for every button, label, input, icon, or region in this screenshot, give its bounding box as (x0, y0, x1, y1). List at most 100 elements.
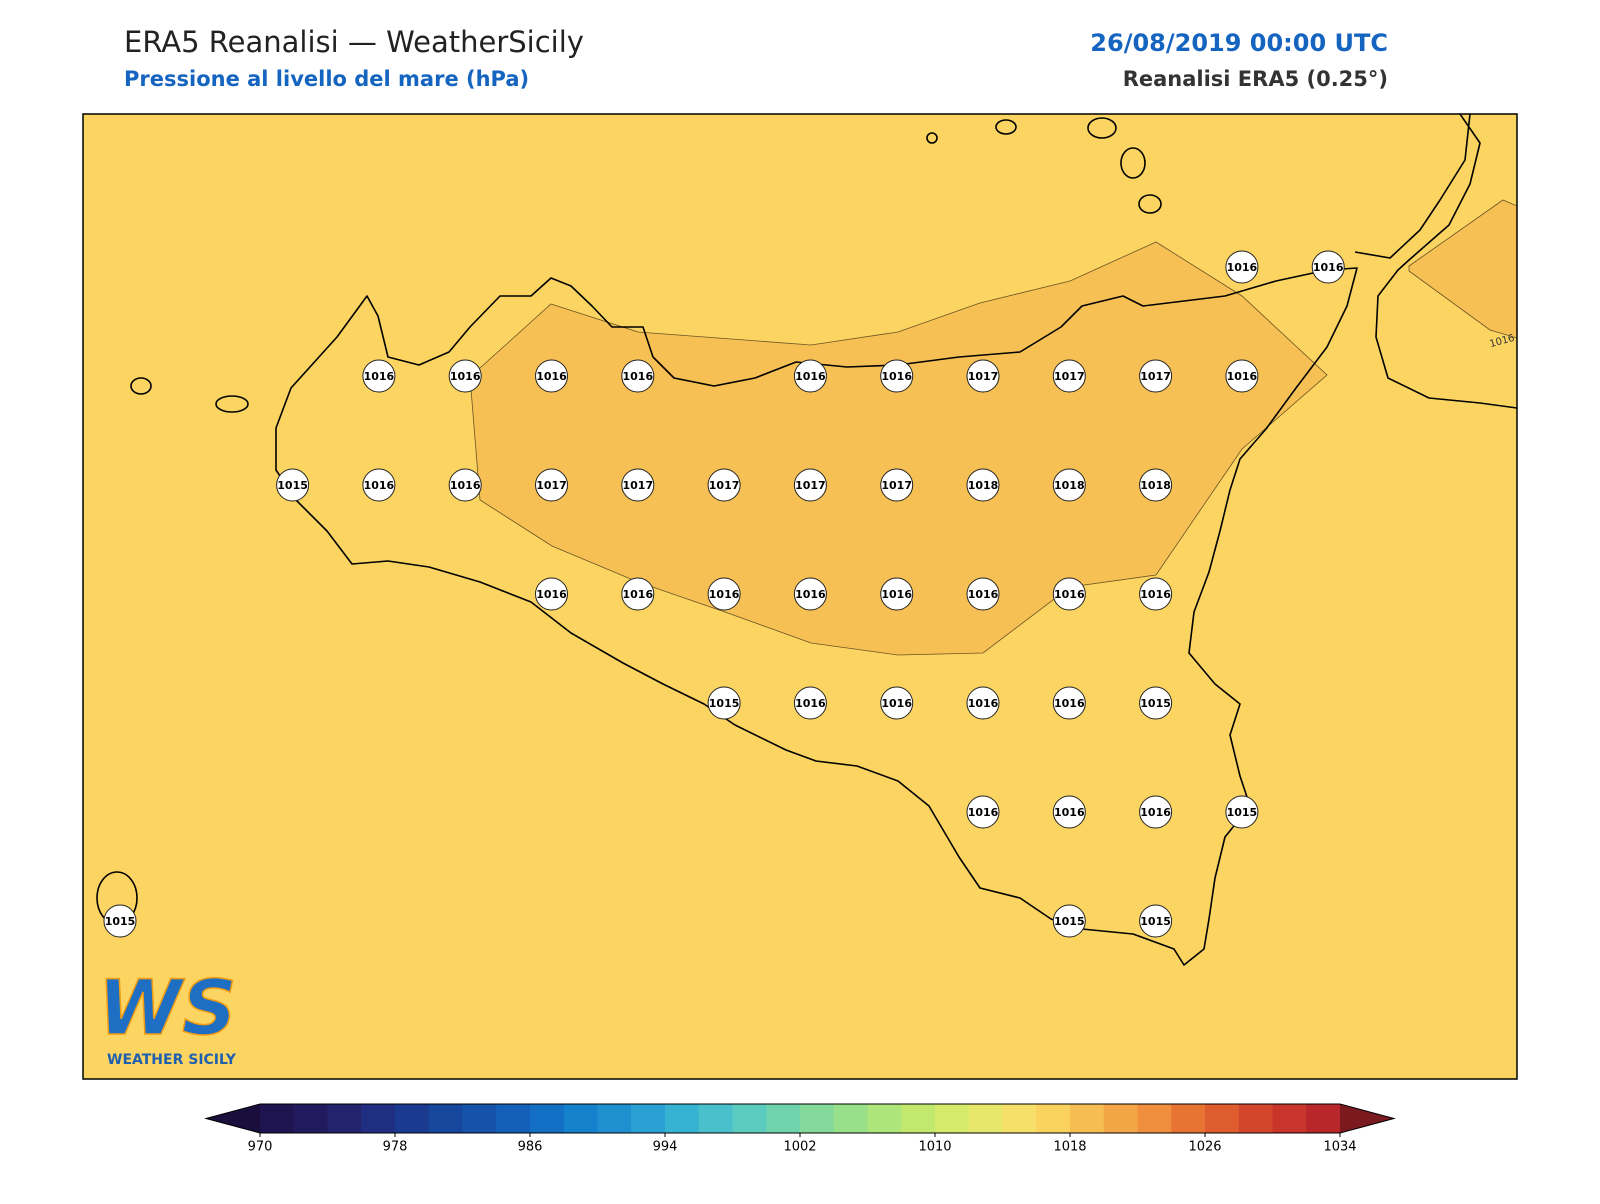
colorbar-bin (597, 1104, 632, 1133)
pressure-value: 1016 (1313, 261, 1344, 274)
high-pressure-area (1408, 199, 1517, 339)
pressure-value: 1016 (709, 588, 740, 601)
station-marker (880, 577, 914, 611)
island (926, 132, 938, 144)
pressure-value: 1016 (364, 479, 395, 492)
pressure-value: 1016 (450, 479, 481, 492)
coastline-calabria (1375, 114, 1517, 409)
station-marker (1311, 250, 1345, 284)
pressure-value: 1016 (1140, 588, 1171, 601)
colorbar-tick-label: 1018 (1053, 1140, 1086, 1155)
map-frame (82, 113, 1518, 1080)
station-marker (966, 359, 1000, 393)
pressure-value: 1017 (968, 370, 999, 383)
island (1138, 194, 1162, 214)
colorbar-tick-label: 1034 (1323, 1140, 1356, 1155)
colorbar-bin (462, 1104, 497, 1133)
pressure-value: 1016 (1054, 588, 1085, 601)
station-marker (1052, 904, 1086, 938)
station-marker (707, 468, 741, 502)
colorbar-bin (698, 1104, 733, 1133)
pressure-value: 1015 (1054, 915, 1085, 928)
map-layer: 1016 (96, 114, 1517, 966)
station-marker (1139, 686, 1173, 720)
pressure-value: 1016 (795, 588, 826, 601)
station-marker (535, 359, 568, 393)
pressure-value: 1016 (968, 806, 999, 819)
station-marker (880, 468, 914, 502)
pressure-value: 1016 (795, 370, 826, 383)
colorbar-bin (867, 1104, 902, 1133)
station-marker (880, 359, 914, 393)
island (1087, 117, 1117, 139)
island (995, 119, 1017, 135)
colorbar-bin (935, 1104, 970, 1133)
colorbar-tick-label: 970 (248, 1140, 273, 1155)
colorbar-bin (293, 1104, 328, 1133)
colorbar-bin (530, 1104, 565, 1133)
colorbar-over (1340, 1104, 1394, 1133)
station-marker (276, 468, 310, 502)
colorbar-bin (968, 1104, 1003, 1133)
station-marker (1052, 686, 1086, 720)
colorbar-bin (631, 1104, 666, 1133)
colorbar: 970 978 986 994 1002 1010 1018 1026 1034 (204, 1103, 1396, 1155)
datetime: 26/08/2019 00:00 UTC (1090, 29, 1388, 57)
island (130, 377, 152, 395)
pressure-value: 1016 (1227, 370, 1258, 383)
logo: WS WEATHER SICILY (97, 962, 237, 1068)
pressure-value: 1016 (622, 588, 653, 601)
pressure-value: 1016 (450, 370, 481, 383)
pressure-value: 1015 (277, 479, 308, 492)
colorbar-bin (901, 1104, 936, 1133)
colorbar-bin (1306, 1104, 1341, 1133)
pressure-value: 1016 (795, 697, 826, 710)
colorbar-bin (1036, 1104, 1071, 1133)
title: ERA5 Reanalisi — WeatherSicily (124, 25, 584, 59)
station-marker (966, 686, 1000, 720)
station-marker (1052, 795, 1086, 829)
station-marker (793, 359, 827, 393)
station-marker (621, 468, 655, 502)
colorbar-bin (428, 1104, 463, 1133)
colorbar-tick-label: 978 (383, 1140, 408, 1155)
colorbar-bin (732, 1104, 767, 1133)
pressure-value: 1017 (536, 479, 567, 492)
pressure-value: 1016 (881, 588, 912, 601)
coastline-calabria (1354, 114, 1471, 259)
station-marker (966, 468, 1000, 502)
station-marker (966, 795, 1000, 829)
pressure-value: 1016 (364, 370, 395, 383)
pressure-value: 1017 (1054, 370, 1085, 383)
colorbar-tick-label: 1002 (783, 1140, 816, 1155)
pressure-value: 1018 (968, 479, 999, 492)
colorbar-bin (800, 1104, 835, 1133)
station-marker (1139, 904, 1173, 938)
station-marker (621, 577, 655, 611)
colorbar-bin (1002, 1104, 1037, 1133)
pressure-value: 1017 (1140, 370, 1171, 383)
station-marker (535, 468, 568, 502)
colorbar-bin (361, 1104, 396, 1133)
colorbar-bin (833, 1104, 868, 1133)
colorbar-bin (1238, 1104, 1273, 1133)
pressure-value: 1016 (1054, 697, 1085, 710)
pressure-value: 1016 (1054, 806, 1085, 819)
colorbar-bin (563, 1104, 598, 1133)
station-marker (1225, 250, 1259, 284)
station-marker (1052, 468, 1086, 502)
pressure-value: 1016 (622, 370, 653, 383)
station-marker (448, 468, 482, 502)
station-marker (707, 577, 741, 611)
logo-initials: WS (98, 963, 237, 1052)
station-marker (1139, 468, 1173, 502)
island (215, 395, 249, 413)
colorbar-bin (1205, 1104, 1240, 1133)
pressure-value: 1016 (536, 370, 567, 383)
station-marker (1139, 359, 1173, 393)
coastline-sicily (275, 267, 1358, 966)
pressure-value: 1017 (795, 479, 826, 492)
colorbar-bin (665, 1104, 700, 1133)
